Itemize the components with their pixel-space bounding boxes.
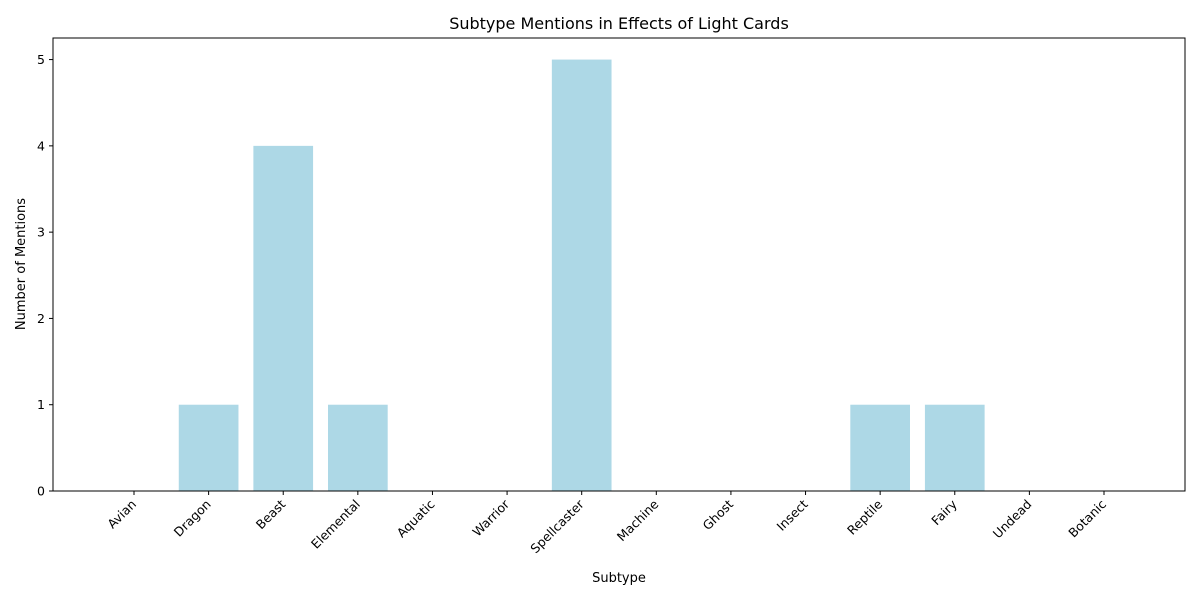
bar-beast bbox=[253, 145, 314, 491]
bar-elemental bbox=[328, 404, 388, 491]
x-tick-label-insect: Insect bbox=[773, 496, 810, 533]
chart-title: Subtype Mentions in Effects of Light Car… bbox=[449, 14, 789, 33]
y-tick-label-4: 4 bbox=[37, 138, 45, 153]
x-tick-label-reptile: Reptile bbox=[844, 496, 885, 537]
bars-group bbox=[178, 59, 985, 491]
y-axis-label: Number of Mentions bbox=[14, 198, 29, 330]
bar-dragon bbox=[178, 404, 239, 491]
y-tick-label-5: 5 bbox=[37, 52, 45, 67]
x-tick-label-dragon: Dragon bbox=[171, 497, 214, 540]
y-axis-ticks: 0 1 2 3 4 5 bbox=[37, 52, 53, 499]
bar-fairy bbox=[924, 404, 985, 491]
x-tick-label-botanic: Botanic bbox=[1065, 496, 1109, 540]
bar-spellcaster bbox=[551, 59, 612, 491]
x-tick-label-avian: Avian bbox=[104, 497, 139, 532]
x-axis-label: Subtype bbox=[592, 571, 646, 586]
y-tick-label-3: 3 bbox=[37, 225, 45, 240]
x-tick-label-ghost: Ghost bbox=[700, 496, 737, 533]
x-tick-label-undead: Undead bbox=[990, 497, 1035, 542]
y-tick-label-2: 2 bbox=[37, 311, 45, 326]
x-tick-label-warrior: Warrior bbox=[469, 496, 512, 539]
y-tick-label-1: 1 bbox=[37, 397, 45, 412]
plot-frame bbox=[52, 37, 1186, 492]
y-tick-label-0: 0 bbox=[37, 484, 45, 499]
x-axis-ticks: Avian Dragon Beast Elemental Aquatic Warrior S… bbox=[104, 491, 1109, 556]
x-tick-label-elemental: Elemental bbox=[308, 497, 363, 552]
x-tick-label-spellcaster: Spellcaster bbox=[527, 496, 587, 556]
x-tick-label-beast: Beast bbox=[253, 496, 289, 532]
x-tick-label-machine: Machine bbox=[614, 496, 662, 544]
x-tick-label-fairy: Fairy bbox=[928, 496, 960, 528]
x-tick-label-aquatic: Aquatic bbox=[394, 496, 438, 540]
bar-reptile bbox=[850, 404, 910, 491]
